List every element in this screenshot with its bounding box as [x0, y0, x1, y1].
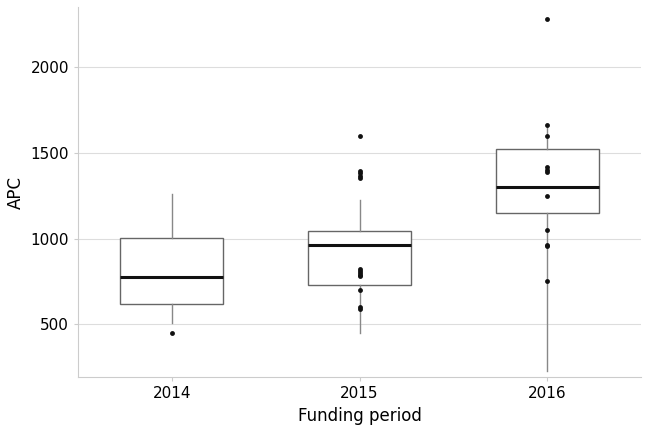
PathPatch shape	[308, 231, 411, 285]
PathPatch shape	[496, 149, 599, 213]
X-axis label: Funding period: Funding period	[297, 407, 421, 425]
Y-axis label: APC: APC	[7, 176, 25, 209]
PathPatch shape	[121, 238, 224, 304]
